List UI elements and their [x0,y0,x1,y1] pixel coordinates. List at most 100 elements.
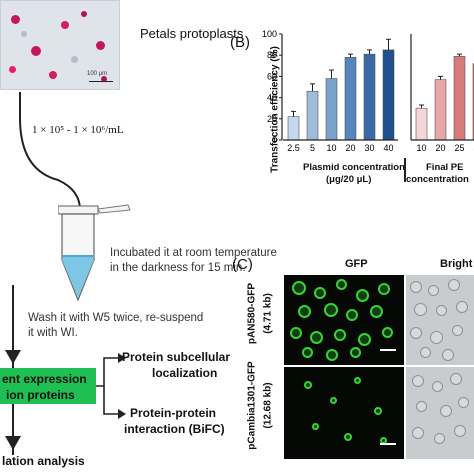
row2-size-label: (12.68 kb) [262,382,274,429]
protoplast-cell [448,279,460,291]
y-tick-label: 40 [267,93,277,103]
protoplast-cell [414,303,427,316]
brightfield-image-pan580 [406,275,474,365]
y-tick-label: 80 [267,50,277,60]
x-tick-label: 20 [435,143,445,153]
incubation-step-line1: Incubated it at room temperature [110,247,277,259]
gfp-cell [382,327,393,338]
y-tick-label: 60 [267,71,277,81]
protoplast-cell [428,285,439,296]
bar [434,79,447,141]
gfp-cell [298,305,311,318]
x-tick-label: 30 [364,143,374,153]
bar [363,53,376,141]
transient-expression-line2: ion proteins [6,388,75,402]
gfp-cell [378,283,390,295]
panel-b-label: (B) [230,34,250,51]
bifc-line2: interaction (BiFC) [124,422,225,436]
x-axis-title-2-line2: concentration [406,174,469,185]
gfp-cell [314,287,326,299]
protoplast-cell [450,373,462,385]
x-axis-title-2-line1: Final PE [426,162,464,173]
branch-arrows [96,353,126,419]
scale-bar [380,443,396,445]
gfp-cell [370,305,383,318]
protoplast-cell [434,433,445,444]
bar [453,55,466,141]
gfp-cell [324,303,338,317]
arrow-down-icon [5,436,21,450]
incubation-step-line2: in the darkness for 15 min. [110,262,246,274]
protoplast-cell [412,375,424,387]
subcellular-localization-line2: localization [152,366,218,380]
arrow-down-icon [5,350,21,364]
y-tick-label: 0 [272,135,277,145]
gfp-cell [334,329,346,341]
y-tick-label: 20 [267,114,277,124]
panel-c-label: (C) [232,256,253,273]
transient-expression-box [0,368,96,404]
protoplast-cell [410,327,422,339]
x-tick-label: 25 [454,143,464,153]
x-tick-label: 20 [345,143,355,153]
bar [325,78,338,141]
row1-size-label: (4.71 kb) [262,293,274,334]
gfp-cell [336,279,347,290]
gfp-cell [344,433,352,441]
transient-expression-line1: ent expression [2,372,87,386]
x-tick-label: 40 [383,143,393,153]
petals-protoplasts-label: Petals protoplasts [140,26,244,41]
protoplast-micrograph: 100 μm [0,0,120,90]
subcellular-localization-line1: Protein subcellular [122,350,231,364]
bifc-line1: Protein-protein [130,406,216,420]
gfp-cell [350,347,361,358]
brightfield-image-pcambia1301 [406,367,474,459]
microcentrifuge-tube-icon [58,204,131,302]
gfp-image-pan580 [284,275,404,365]
scale-bar-label: 100 μm [87,71,108,77]
protoplast-cell [440,405,452,417]
gfp-cell [304,381,312,389]
x-tick-label: 10 [416,143,426,153]
row2-construct-label: pCambia1301-GFP [246,361,258,450]
protoplast-cell [442,349,454,361]
scale-bar [380,349,396,351]
bar [344,57,357,141]
gfp-cell [354,377,361,384]
gfp-cell [330,397,337,404]
gfp-cell [326,349,338,361]
x-tick-label: 5 [310,143,315,153]
gfp-cell [312,423,319,430]
x-tick-label: 10 [326,143,336,153]
x-axis-title-1-line1: Plasmid concentration [303,162,405,173]
gfp-cell [358,333,371,346]
gfp-cell [346,309,358,321]
bar [382,49,395,141]
wash-step-line1: Wash it with W5 twice, re-suspend [28,312,204,324]
gfp-cell [310,331,323,344]
protoplast-cell [458,397,469,408]
gfp-cell [374,407,382,415]
protoplast-cell [420,347,431,358]
gfp-cell [302,347,313,358]
x-tick-label: 2.5 [287,143,300,153]
x-axis-title-1-line2: (μg/20 μL) [326,174,372,185]
group-bracket-right [404,158,406,182]
cell-density-label: 1 × 10⁵ - 1 × 10⁶/mL [32,124,124,136]
protoplast-cell [432,381,443,392]
gfp-cell [356,289,369,302]
protoplast-cell [456,301,468,313]
protoplast-cell [416,401,427,412]
protoplast-cell [412,427,424,439]
protoplast-cell [410,281,422,293]
bar [306,90,319,141]
gfp-cell [292,281,306,295]
column-header-bright: Bright [440,258,473,270]
scale-bar [89,81,113,82]
protoplast-cell [454,425,466,437]
analysis-label: lation analysis [2,454,85,468]
wash-step-line2: it with WI. [28,327,78,339]
gfp-image-pcambia1301 [284,367,404,459]
protoplast-cell [430,331,443,344]
